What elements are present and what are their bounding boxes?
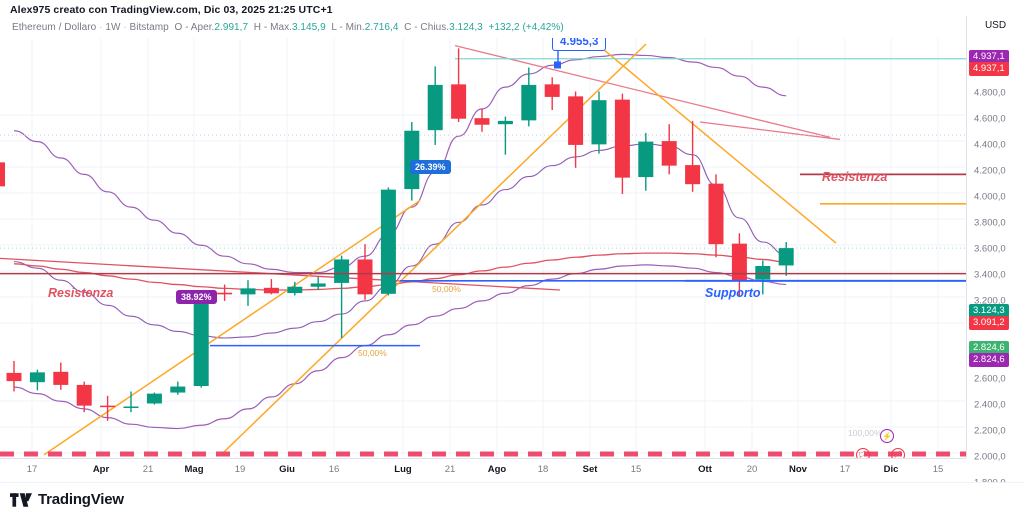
time-tick: Ott [698,464,712,475]
time-tick: 17 [26,464,38,475]
chart-plot-area[interactable]: Resistenza Resistenza Supporto 4.955,3 2… [0,38,966,458]
price-tick: 4.800,0 [974,87,1006,99]
legend-exchange[interactable]: Bitstamp [129,22,169,33]
time-tick: 20 [746,464,758,475]
bollinger-bands [13,53,787,430]
legend-low-value: 2.716,4 [364,22,399,33]
price-badge[interactable]: 2.824,6 [969,341,1009,355]
chart-legend[interactable]: Ethereum / Dollaro · 1W · Bitstamp O - A… [12,22,564,33]
time-tick: 15 [630,464,642,475]
time-tick: Mag [184,464,204,475]
fib-100-label: 100,00% [848,428,882,438]
percent-badge-purple[interactable]: 38.92% [176,290,217,304]
price-axis[interactable]: USD 4.800,0 4.600,0 4.400,0 4.200,0 4.000,0 3… [966,16,1024,515]
flag-icon-2[interactable]: 🏳 [891,448,905,458]
legend-high-label: H - Max. [253,22,292,33]
time-tick: Lug [394,464,412,475]
time-tick: 17 [839,464,851,475]
tradingview-logo-text: TradingView [38,491,124,508]
price-tick: 2.400,0 [974,399,1006,411]
price-tick: 3.200,0 [974,295,1006,307]
price-badge[interactable]: 2.824,6 [969,353,1009,367]
overlay-lines [0,46,966,457]
price-tick: 2.200,0 [974,425,1006,437]
price-tick: 4.000,0 [974,191,1006,203]
tradingview-logo[interactable]: TradingView [10,491,124,508]
price-tick: 4.600,0 [974,113,1006,125]
attribution-text: Alex975 creato con TradingView.com, Dic … [10,4,333,16]
time-tick: Nov [789,464,807,475]
price-badge[interactable]: 4.937,1 [969,62,1009,76]
price-tick: 2.600,0 [974,373,1006,385]
price-badge[interactable]: 3.124,3 [969,304,1009,318]
time-tick: Set [582,464,598,475]
legend-change: +132,2 (+4,42%) [488,22,564,33]
legend-open-label: O - Aper. [174,22,215,33]
time-tick: Dic [883,464,899,475]
price-tick: 4.400,0 [974,139,1006,151]
price-badge[interactable]: 4.937,1 [969,50,1009,64]
time-tick: 18 [537,464,549,475]
time-axis[interactable]: 17 Apr 21 Mag 19 Giu 16 Lug 21 Ago 18 Set 15 Ott 20 Nov… [0,458,966,482]
candlestick-series [6,48,794,421]
legend-interval[interactable]: 1W [105,22,121,33]
time-tick: 21 [444,464,456,475]
fib-50-upper-label: 50,00% [432,284,461,294]
flag-icon-1[interactable]: 🏳 [856,448,870,458]
price-tick: 4.200,0 [974,165,1006,177]
chart-canvas [0,38,966,458]
percent-badge-blue[interactable]: 26.39% [410,160,451,174]
price-badge[interactable]: 3.091,2 [969,316,1009,330]
fib-50-lower-label: 50,00% [358,348,387,358]
price-tick: 3.800,0 [974,217,1006,229]
time-tick: Ago [487,464,507,475]
legend-close-value: 3.124,3 [449,22,483,33]
time-tick: 16 [328,464,340,475]
price-tick: 3.400,0 [974,269,1006,281]
legend-close-label: C - Chius. [404,22,450,33]
legend-high-value: 3.145,9 [291,22,326,33]
time-tick: 19 [234,464,246,475]
price-tick: 2.000,0 [974,451,1006,463]
time-tick: 15 [932,464,944,475]
high-price-callout[interactable]: 4.955,3 [552,38,607,51]
footer-bar: TradingView [0,482,1024,519]
price-axis-currency: USD [984,20,1007,31]
time-tick: Apr [92,464,110,475]
legend-low-label: L - Min. [331,22,365,33]
time-tick: Giu [279,464,295,475]
tradingview-logo-icon [10,492,32,507]
legend-open-value: 2.991,7 [214,22,249,33]
legend-symbol[interactable]: Ethereum / Dollaro [12,22,97,33]
price-tick: 3.600,0 [974,243,1006,255]
time-tick: 21 [142,464,154,475]
lightning-icon[interactable]: ⚡ [880,429,894,443]
drawing-lines [0,41,966,457]
